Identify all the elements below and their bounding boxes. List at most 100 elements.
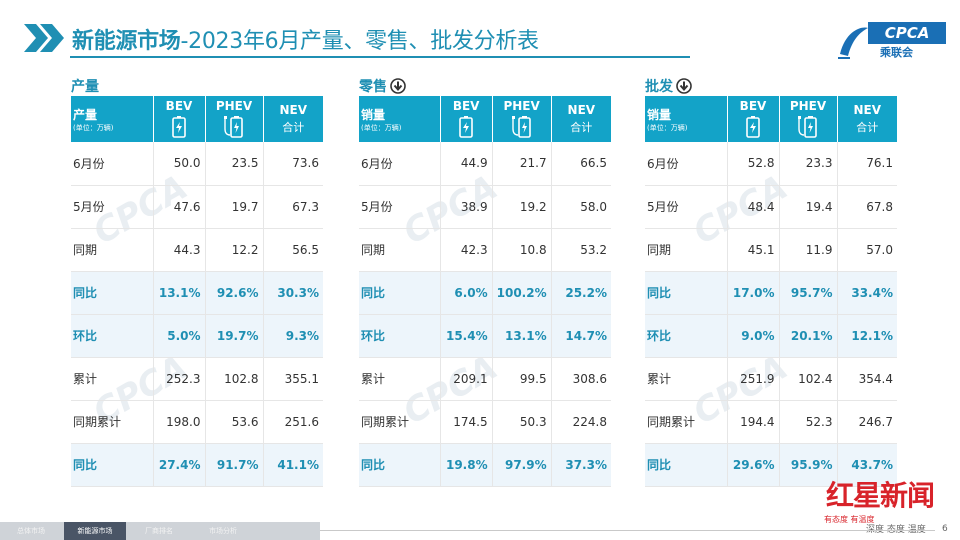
table-cell: 76.1 xyxy=(837,142,897,186)
table-row: 同期 45.1 11.9 57.0 xyxy=(645,228,897,272)
footer-tab-ranking[interactable]: 厂商排名 xyxy=(145,527,173,535)
table-cell: 19.4 xyxy=(779,185,838,229)
table-cell: 29.6% xyxy=(727,443,780,487)
table-cell: 13.1% xyxy=(492,314,552,358)
table-cell: 58.0 xyxy=(551,185,611,229)
row-label: 累计 xyxy=(645,357,728,401)
table-cell: 91.7% xyxy=(205,443,264,487)
plug-battery-icon xyxy=(798,116,817,138)
section-title-text: 产量 xyxy=(71,79,99,95)
table-cell: 33.4% xyxy=(837,271,897,315)
table-cell: 13.1% xyxy=(153,271,206,315)
col-nev-sub: 合计 xyxy=(570,121,593,134)
table-row: 5月份 38.9 19.2 58.0 xyxy=(359,185,611,229)
row-label: 同期累计 xyxy=(645,400,728,444)
footer-line xyxy=(320,530,935,531)
table-cell: 25.2% xyxy=(551,271,611,315)
corner-label: 销量 xyxy=(647,107,672,122)
table-cell: 66.5 xyxy=(551,142,611,186)
section-2: 批发 销量 (单位：万辆) BEV PHEV NEV 合计 6月份 52.8 23.3 76.1 5月… xyxy=(645,76,897,487)
section-title: 批发 xyxy=(645,76,897,96)
title-underline xyxy=(70,56,690,58)
col-nev-label: NEV xyxy=(853,103,882,117)
battery-icon xyxy=(172,116,186,138)
data-table: 销量 (单位：万辆) BEV PHEV NEV 合计 6月份 44.9 21.7 66.5 5月份 3… xyxy=(359,96,611,487)
table-row: 5月份 48.4 19.4 67.8 xyxy=(645,185,897,229)
row-label: 同比 xyxy=(71,271,154,315)
table-cell: 37.3% xyxy=(551,443,611,487)
table-cell: 12.2 xyxy=(205,228,264,272)
col-phev-label: PHEV xyxy=(503,99,540,113)
table-row: 累计 251.9 102.4 354.4 xyxy=(645,357,897,401)
row-label: 累计 xyxy=(71,357,154,401)
row-label: 5月份 xyxy=(645,185,728,229)
row-label: 环比 xyxy=(71,314,154,358)
page-header: 新能源市场-2023年6月产量、零售、批发分析表 xyxy=(22,18,722,58)
table-cell: 252.3 xyxy=(153,357,206,401)
table-row: 同比 29.6% 95.9% 43.7% xyxy=(645,443,897,487)
download-arrow-icon xyxy=(676,78,692,94)
table-cell: 53.6 xyxy=(205,400,264,444)
footer-tab-overall[interactable]: 总体市场 xyxy=(17,527,45,535)
cpca-logo: CPCA 乘联会 xyxy=(836,22,946,62)
section-title: 零售 xyxy=(359,76,611,96)
table-row: 累计 252.3 102.8 355.1 xyxy=(71,357,323,401)
table-row: 同期累计 194.4 52.3 246.7 xyxy=(645,400,897,444)
table-cell: 5.0% xyxy=(153,314,206,358)
table-cell: 50.3 xyxy=(492,400,552,444)
logo-word: CPCA xyxy=(868,22,946,44)
row-label: 同比 xyxy=(359,271,441,315)
table-cell: 102.8 xyxy=(205,357,264,401)
table-cell: 17.0% xyxy=(727,271,780,315)
battery-icon xyxy=(746,116,760,138)
table-cell: 41.1% xyxy=(263,443,323,487)
unit-label: (单位：万辆) xyxy=(647,123,688,132)
col-bev: BEV xyxy=(440,96,493,142)
table-cell: 251.6 xyxy=(263,400,323,444)
section-title-text: 批发 xyxy=(645,79,673,95)
table-cell: 246.7 xyxy=(837,400,897,444)
badge-name: 红星新闻 xyxy=(826,479,935,512)
col-bev-label: BEV xyxy=(739,99,767,113)
table-cell: 56.5 xyxy=(263,228,323,272)
table-cell: 92.6% xyxy=(205,271,264,315)
table-cell: 50.0 xyxy=(153,142,206,186)
table-cell: 9.0% xyxy=(727,314,780,358)
table-cell: 30.3% xyxy=(263,271,323,315)
plug-battery-icon xyxy=(224,116,243,138)
col-bev: BEV xyxy=(727,96,780,142)
table-cell: 11.9 xyxy=(779,228,838,272)
table-cell: 355.1 xyxy=(263,357,323,401)
table-cell: 100.2% xyxy=(492,271,552,315)
table-cell: 21.7 xyxy=(492,142,552,186)
table-cell: 198.0 xyxy=(153,400,206,444)
col-nev-label: NEV xyxy=(279,103,308,117)
row-label: 6月份 xyxy=(645,142,728,186)
page-number: 6 xyxy=(942,524,948,534)
table-cell: 27.4% xyxy=(153,443,206,487)
unit-label: (单位：万辆) xyxy=(361,123,402,132)
footer-tab-nev[interactable]: 新能源市场 xyxy=(64,522,126,540)
table-row: 同比 13.1% 92.6% 30.3% xyxy=(71,271,323,315)
col-nev-label: NEV xyxy=(567,103,596,117)
table-cell: 10.8 xyxy=(492,228,552,272)
table-cell: 38.9 xyxy=(440,185,493,229)
battery-icon xyxy=(459,116,473,138)
row-label: 环比 xyxy=(645,314,728,358)
page-title: 新能源市场-2023年6月产量、零售、批发分析表 xyxy=(72,29,539,54)
table-cell: 67.3 xyxy=(263,185,323,229)
table-cell: 67.8 xyxy=(837,185,897,229)
table-cell: 6.0% xyxy=(440,271,493,315)
table-cell: 20.1% xyxy=(779,314,838,358)
table-row: 同比 6.0% 100.2% 25.2% xyxy=(359,271,611,315)
row-label: 环比 xyxy=(359,314,441,358)
col-phev-label: PHEV xyxy=(789,99,827,113)
table-cell: 95.9% xyxy=(779,443,838,487)
footer-tab-analysis[interactable]: 市场分析 xyxy=(209,527,237,535)
row-label: 同期累计 xyxy=(71,400,154,444)
row-label: 同期 xyxy=(645,228,728,272)
table-cell: 43.7% xyxy=(837,443,897,487)
table-row: 累计 209.1 99.5 308.6 xyxy=(359,357,611,401)
row-label: 同期 xyxy=(359,228,441,272)
table-cell: 52.8 xyxy=(727,142,780,186)
